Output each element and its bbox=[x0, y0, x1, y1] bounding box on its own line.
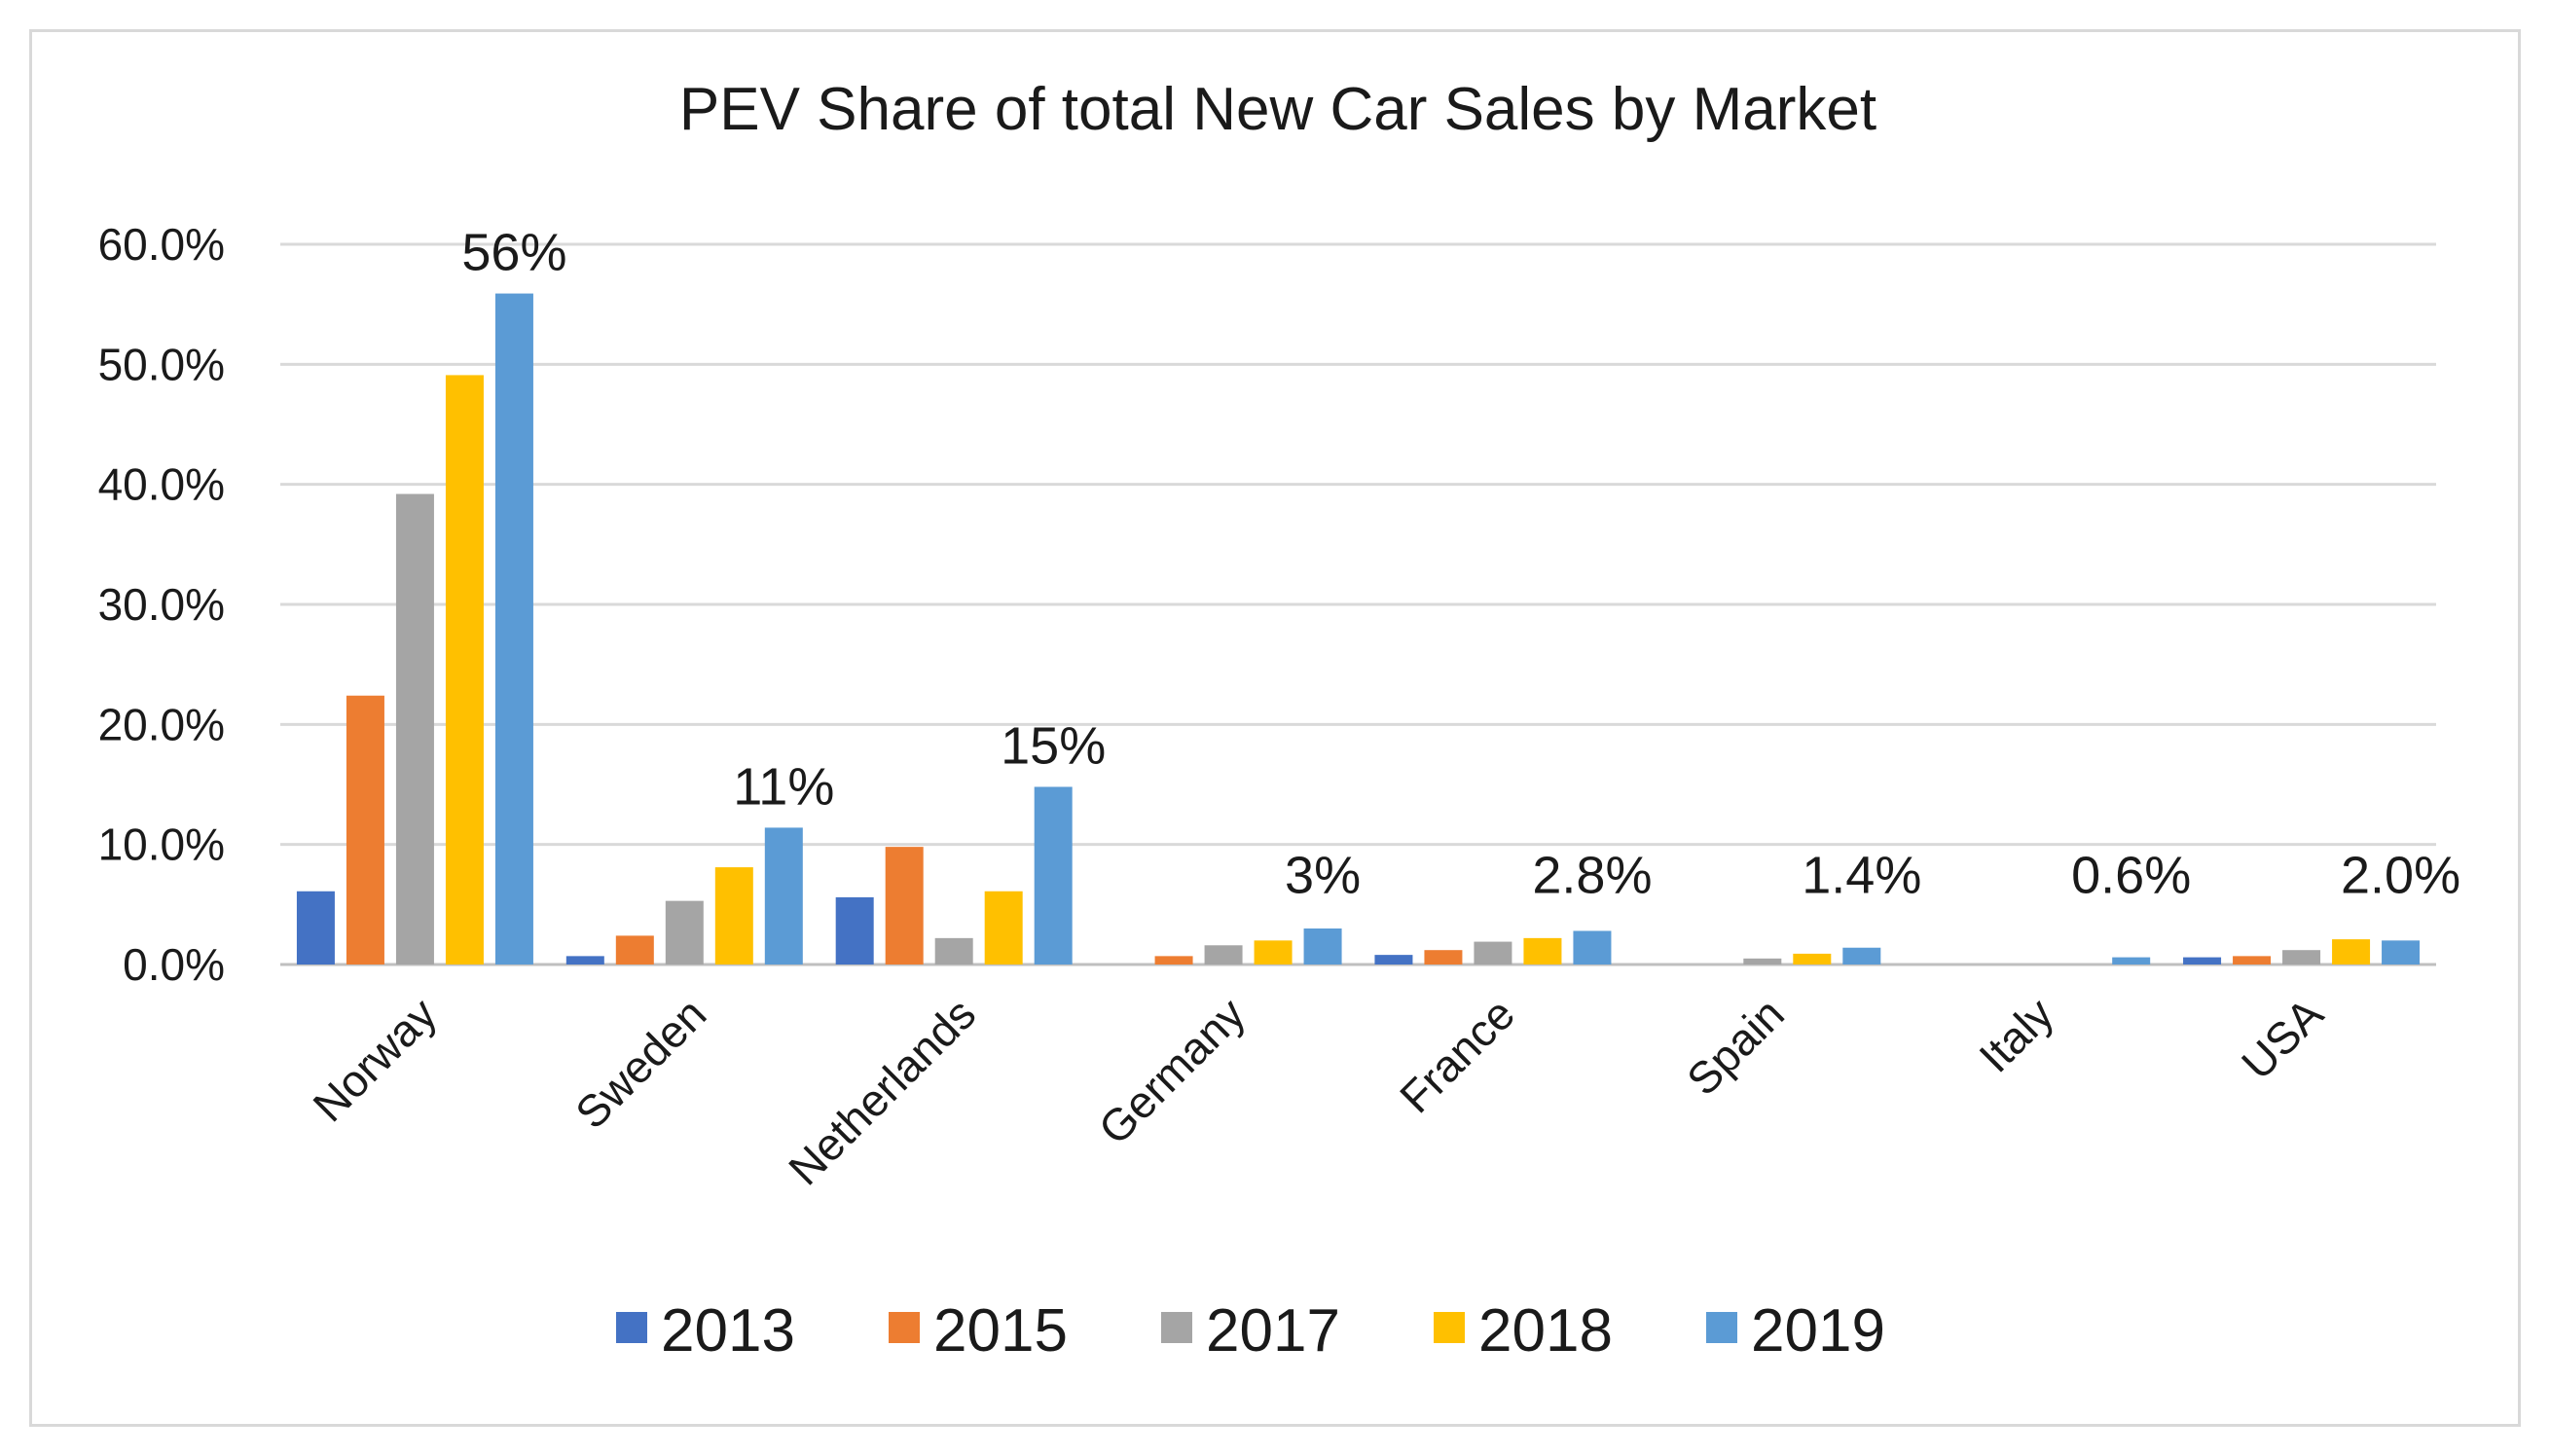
bar-france-2019 bbox=[1573, 930, 1612, 965]
bar-spain-2018 bbox=[1793, 953, 1832, 965]
bar-italy-2019 bbox=[2112, 957, 2151, 965]
data-labels: 56% 11% 15% 3% 2.8% 1.4% 0.6% 2.0% bbox=[461, 224, 2460, 905]
chart-frame: PEV Share of total New Car Sales by Mark… bbox=[29, 29, 2521, 1427]
data-label: 1.4% bbox=[1802, 847, 1921, 905]
legend-swatch bbox=[1706, 1312, 1737, 1343]
legend-item-2019: 2019 bbox=[1706, 1297, 1885, 1365]
chart-svg: PEV Share of total New Car Sales by Mark… bbox=[98, 76, 2461, 1365]
bar-netherlands-2018 bbox=[984, 891, 1023, 965]
bar-germany-2017 bbox=[1204, 945, 1243, 965]
legend-swatch bbox=[1161, 1312, 1192, 1343]
bar-sweden-2013 bbox=[565, 956, 604, 965]
x-tick-label: Italy bbox=[1969, 988, 2062, 1081]
legend-label: 2018 bbox=[1478, 1297, 1613, 1365]
bars bbox=[296, 293, 2421, 965]
legend-item-2017: 2017 bbox=[1161, 1297, 1340, 1365]
bar-norway-2019 bbox=[494, 293, 533, 965]
y-tick-label: 60.0% bbox=[98, 219, 225, 270]
x-tick-label: USA bbox=[2232, 988, 2333, 1089]
bar-norway-2018 bbox=[445, 375, 484, 965]
y-tick-label: 50.0% bbox=[98, 339, 225, 389]
data-label: 2.0% bbox=[2341, 847, 2460, 905]
legend-swatch bbox=[616, 1312, 647, 1343]
bar-france-2015 bbox=[1424, 950, 1463, 965]
y-tick-label: 0.0% bbox=[123, 939, 225, 990]
bar-spain-2019 bbox=[1842, 947, 1881, 965]
bar-netherlands-2019 bbox=[1034, 786, 1073, 965]
bar-netherlands-2015 bbox=[885, 847, 924, 965]
data-label: 2.8% bbox=[1532, 847, 1652, 905]
y-tick-label: 30.0% bbox=[98, 579, 225, 630]
data-label: 11% bbox=[733, 757, 834, 816]
data-label: 3% bbox=[1285, 847, 1361, 905]
bar-netherlands-2017 bbox=[934, 937, 973, 965]
bar-sweden-2015 bbox=[615, 935, 654, 965]
legend-label: 2013 bbox=[661, 1297, 795, 1365]
bar-sweden-2018 bbox=[714, 867, 753, 965]
bar-usa-2018 bbox=[2332, 939, 2371, 965]
bar-usa-2013 bbox=[2183, 957, 2222, 965]
bar-norway-2017 bbox=[395, 493, 434, 965]
x-tick-label: Netherlands bbox=[779, 988, 985, 1194]
bar-sweden-2019 bbox=[764, 827, 803, 965]
chart-title: PEV Share of total New Car Sales by Mark… bbox=[679, 76, 1876, 143]
legend-item-2013: 2013 bbox=[616, 1297, 795, 1365]
bar-netherlands-2013 bbox=[835, 896, 874, 965]
bar-sweden-2017 bbox=[665, 900, 704, 965]
legend-label: 2017 bbox=[1206, 1297, 1340, 1365]
data-label: 56% bbox=[461, 224, 566, 282]
x-axis: Norway Sweden Netherlands Germany France Spai… bbox=[303, 988, 2332, 1194]
bar-spain-2017 bbox=[1743, 958, 1782, 965]
legend-item-2018: 2018 bbox=[1434, 1297, 1613, 1365]
bar-france-2017 bbox=[1474, 941, 1512, 965]
legend: 2013 2015 2017 2018 2019 bbox=[616, 1297, 1885, 1365]
x-tick-label: Spain bbox=[1677, 988, 1794, 1105]
x-tick-label: France bbox=[1390, 988, 1524, 1122]
x-tick-label: Sweden bbox=[565, 988, 715, 1138]
bar-germany-2015 bbox=[1154, 956, 1193, 965]
bar-germany-2018 bbox=[1254, 940, 1293, 965]
data-label: 0.6% bbox=[2071, 847, 2191, 905]
bar-usa-2017 bbox=[2282, 950, 2321, 965]
legend-label: 2015 bbox=[933, 1297, 1068, 1365]
bar-germany-2019 bbox=[1303, 928, 1342, 965]
y-tick-label: 40.0% bbox=[98, 459, 225, 510]
legend-swatch bbox=[889, 1312, 920, 1343]
y-tick-label: 10.0% bbox=[98, 819, 225, 870]
bar-norway-2015 bbox=[346, 695, 384, 965]
y-axis: 0.0% 10.0% 20.0% 30.0% 40.0% 50.0% 60.0% bbox=[98, 219, 2436, 990]
legend-swatch bbox=[1434, 1312, 1465, 1343]
bar-france-2013 bbox=[1374, 955, 1413, 965]
bar-usa-2015 bbox=[2233, 956, 2272, 965]
bar-france-2018 bbox=[1523, 937, 1562, 965]
gridlines bbox=[280, 242, 2436, 847]
bar-norway-2013 bbox=[296, 891, 335, 965]
x-tick-label: Norway bbox=[303, 988, 446, 1131]
x-tick-label: Germany bbox=[1089, 988, 1256, 1154]
legend-label: 2019 bbox=[1751, 1297, 1885, 1365]
legend-item-2015: 2015 bbox=[889, 1297, 1068, 1365]
bar-usa-2019 bbox=[2382, 940, 2421, 965]
y-tick-label: 20.0% bbox=[98, 699, 225, 749]
data-label: 15% bbox=[1001, 716, 1106, 775]
